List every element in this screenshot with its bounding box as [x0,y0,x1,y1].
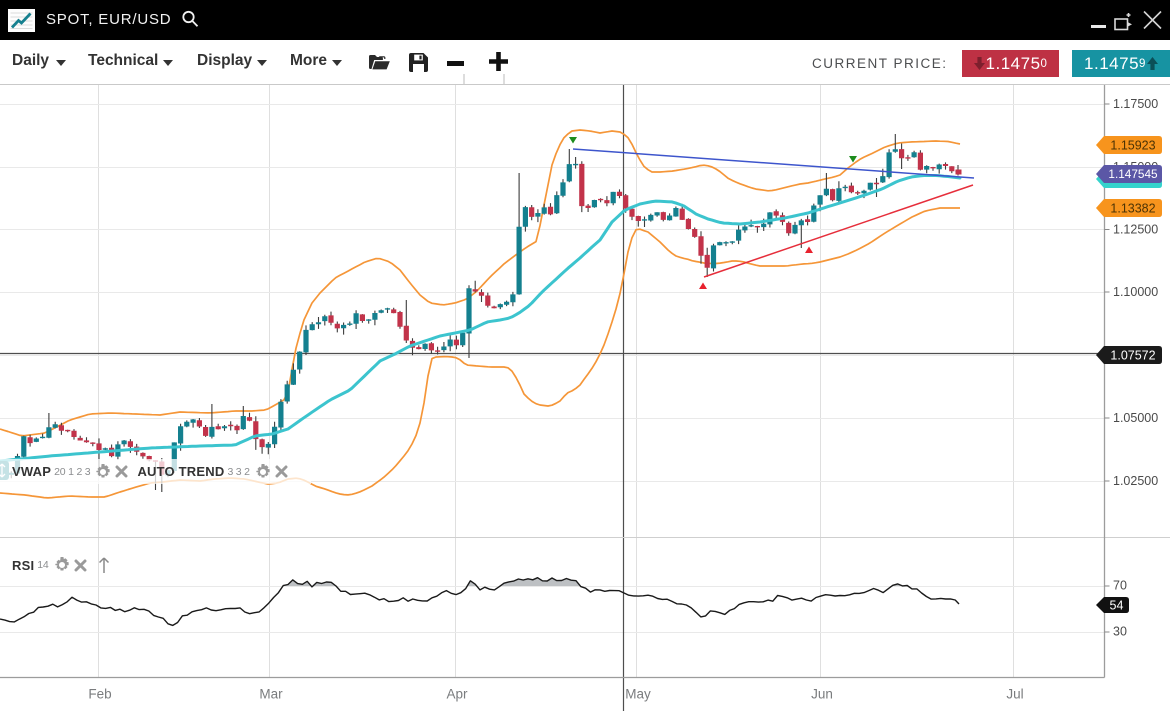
svg-text:1.07572: 1.07572 [1110,348,1155,362]
svg-text:May: May [625,687,651,702]
svg-text:30: 30 [1113,624,1127,638]
svg-text:70: 70 [1113,578,1127,592]
svg-text:1.10000: 1.10000 [1113,285,1158,299]
svg-text:Jun: Jun [811,687,833,702]
svg-text:1.02500: 1.02500 [1113,474,1158,488]
svg-text:Jul: Jul [1006,687,1023,702]
svg-text:1.05000: 1.05000 [1113,411,1158,425]
svg-text:1.17500: 1.17500 [1113,97,1158,111]
svg-text:1.15923: 1.15923 [1110,138,1155,152]
svg-text:1.12500: 1.12500 [1113,222,1158,236]
svg-text:Feb: Feb [88,687,111,702]
svg-text:54: 54 [1110,598,1124,612]
svg-text:1.13382: 1.13382 [1110,201,1155,215]
svg-text:Mar: Mar [259,687,283,702]
svg-text:1.147545: 1.147545 [1108,167,1158,181]
svg-text:Apr: Apr [446,687,468,702]
